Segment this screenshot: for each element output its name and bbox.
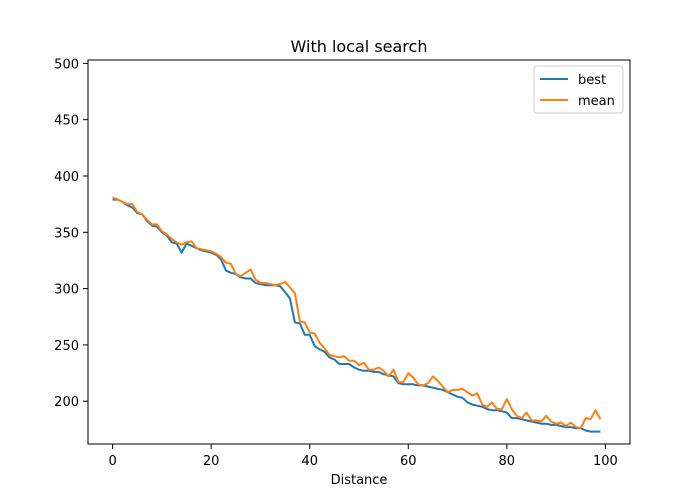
series-line-mean (112, 196, 602, 430)
legend: best mean (533, 65, 624, 114)
chart-title: With local search (291, 37, 428, 56)
x-tick-label: 20 (203, 454, 220, 469)
legend-box (533, 65, 624, 114)
x-tick-label: 60 (400, 454, 417, 469)
series-line-best (112, 198, 601, 433)
y-tick-label: 200 (54, 395, 79, 410)
y-tick-label: 350 (54, 226, 79, 241)
y-tick-label: 250 (54, 339, 79, 354)
x-tick-label: 40 (301, 454, 318, 469)
y-tick-label: 450 (54, 114, 79, 129)
y-tick-label: 400 (54, 170, 79, 185)
legend-label-mean: mean (578, 94, 615, 109)
x-tick-label: 0 (108, 454, 116, 469)
x-tick-label: 80 (499, 454, 516, 469)
x-axis-label: Distance (331, 473, 388, 488)
y-tick-label: 300 (54, 283, 79, 298)
axis-ticks: 0 20 40 60 80 100 200 250 300 350 400 450 500 (54, 57, 618, 469)
series-lines (112, 196, 602, 433)
x-tick-label: 100 (593, 454, 618, 469)
plot-frame (87, 59, 631, 445)
y-tick-label: 500 (54, 57, 79, 72)
legend-label-best: best (578, 73, 606, 88)
plot-area (88, 60, 630, 444)
